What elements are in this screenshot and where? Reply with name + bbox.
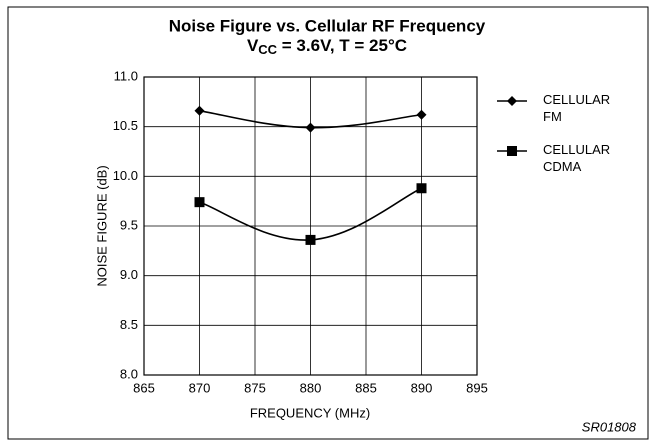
marker [305,122,316,133]
chart-title: Noise Figure vs. Cellular RF Frequency [169,16,486,35]
marker [416,109,427,120]
y-tick-label: 8.0 [120,366,138,381]
x-tick-label: 875 [244,380,266,395]
x-tick-label: 895 [466,380,488,395]
subtitle-part: = 3.6V, T = 25°C [277,36,407,55]
legend-label: CELLULAR FM [543,92,614,124]
marker [416,183,427,194]
legend-label-line: CDMA [543,159,582,174]
subtitle-part: V [247,36,259,55]
subtitle-sub: CC [258,42,277,57]
frame [7,6,649,440]
x-tick-label: 890 [411,380,433,395]
annotation: SR01808 [582,419,637,434]
legend-label-line: FM [543,109,562,124]
marker [194,197,205,208]
y-tick-label: 10.5 [113,118,138,133]
y-tick-label: 9.5 [120,217,138,232]
y-tick-label: 10.0 [113,168,138,183]
x-tick-label: 885 [355,380,377,395]
legend-label: CELLULAR CDMA [543,142,614,174]
chart-subtitle: VCC = 3.6V, T = 25°C [247,36,407,57]
x-tick-label: 865 [133,380,155,395]
plot-frame [143,76,478,376]
marker [194,105,205,116]
legend-label-line: CELLULAR [543,92,614,107]
x-tick-label: 870 [189,380,211,395]
legend-label-line: CELLULAR [543,142,614,157]
y-tick-label: 9.0 [120,267,138,282]
y-tick-label: 11.0 [114,68,138,83]
marker [305,234,316,245]
x-tick-label: 880 [300,380,322,395]
y-tick-label: 8.5 [120,317,138,332]
legend-marker [507,146,517,156]
x-axis-label: FREQUENCY (MHz) [250,405,370,420]
y-axis-label: NOISE FIGURE (dB) [94,165,109,286]
legend-marker [507,96,517,106]
